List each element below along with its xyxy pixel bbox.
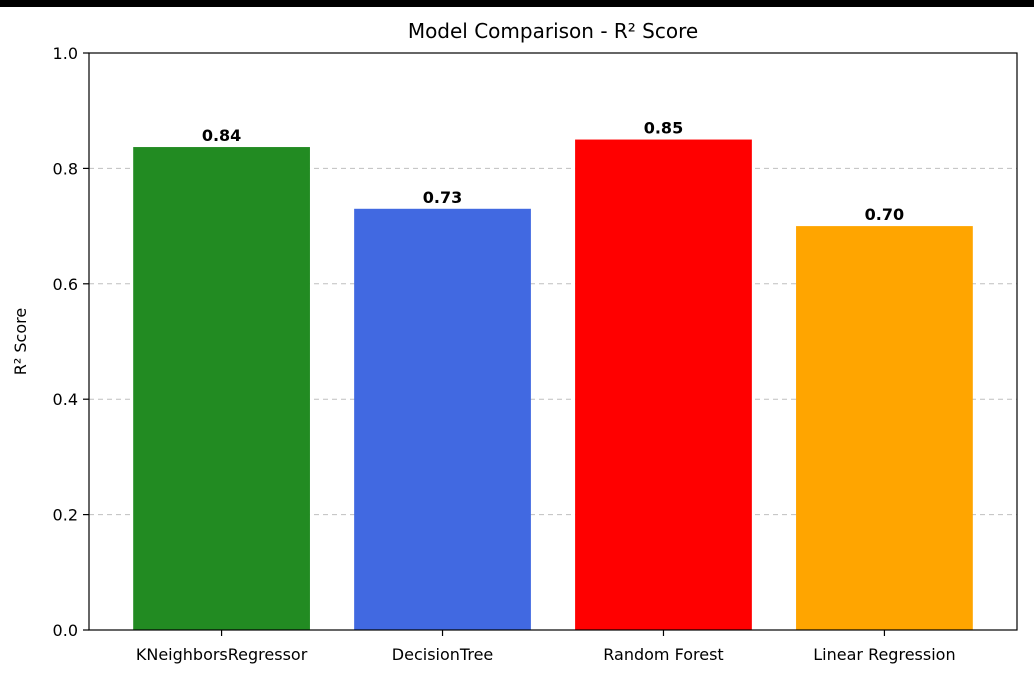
bar [354, 208, 531, 631]
data-label: 0.84 [202, 126, 241, 145]
y-tick-label: 0.6 [53, 275, 78, 294]
y-tick-label: 1.0 [53, 44, 78, 63]
x-tick-label: KNeighborsRegressor [136, 645, 308, 664]
x-tick-label: Linear Regression [813, 645, 955, 664]
x-tick-label: DecisionTree [392, 645, 493, 664]
y-axis-label: R² Score [11, 308, 30, 375]
x-tick-label: Random Forest [603, 645, 723, 664]
top-border [0, 0, 1034, 7]
data-label: 0.73 [423, 188, 462, 207]
y-tick-label: 0.0 [53, 621, 78, 640]
bar [796, 226, 973, 630]
chart-title: Model Comparison - R² Score [408, 19, 698, 43]
plot-frame [88, 52, 1018, 631]
bars [133, 139, 973, 631]
y-tick-label: 0.8 [53, 159, 78, 178]
bar [575, 139, 752, 631]
data-label: 0.85 [644, 119, 683, 138]
ticks: 0.0 0.2 0.4 0.6 0.8 1.0 KNeighborsRegressor Dec… [53, 44, 956, 664]
y-tick-label: 0.4 [53, 390, 78, 409]
y-tick-label: 0.2 [53, 506, 78, 525]
bar [133, 147, 310, 630]
axes [88, 52, 1018, 631]
data-labels: 0.84 0.73 0.85 0.70 [202, 119, 904, 225]
data-label: 0.70 [865, 205, 904, 224]
